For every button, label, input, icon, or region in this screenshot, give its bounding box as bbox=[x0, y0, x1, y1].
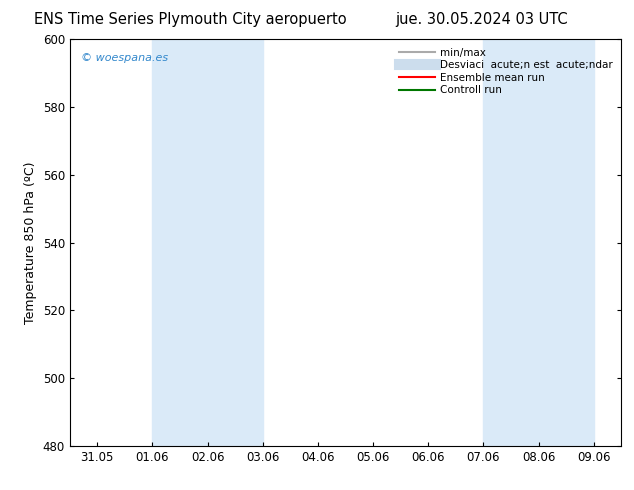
Y-axis label: Temperature 850 hPa (ºC): Temperature 850 hPa (ºC) bbox=[24, 161, 37, 324]
Legend: min/max, Desviaci  acute;n est  acute;ndar, Ensemble mean run, Controll run: min/max, Desviaci acute;n est acute;ndar… bbox=[396, 45, 616, 98]
Bar bbox=[152, 39, 262, 446]
Bar bbox=[483, 39, 593, 446]
Text: ENS Time Series Plymouth City aeropuerto: ENS Time Series Plymouth City aeropuerto bbox=[34, 12, 347, 27]
Text: jue. 30.05.2024 03 UTC: jue. 30.05.2024 03 UTC bbox=[396, 12, 568, 27]
Text: © woespana.es: © woespana.es bbox=[81, 53, 168, 63]
